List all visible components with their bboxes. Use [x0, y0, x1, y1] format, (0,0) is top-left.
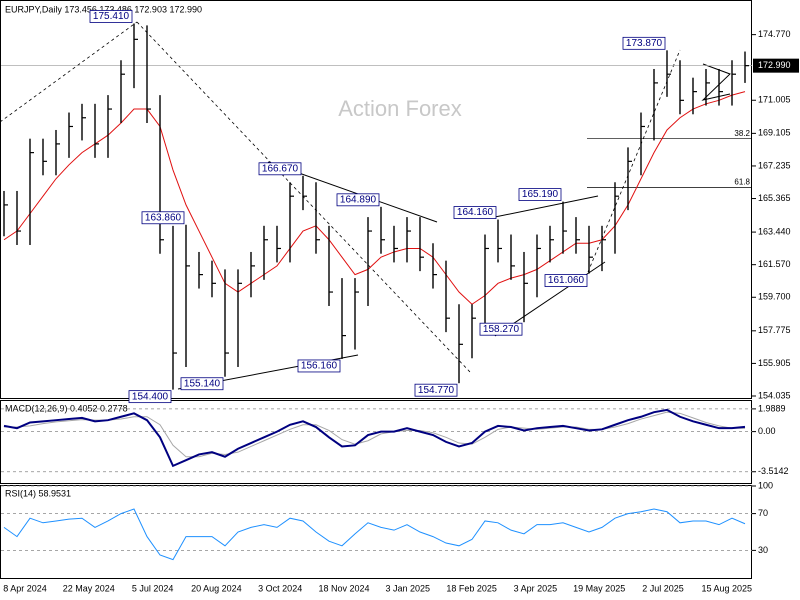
triangle	[701, 63, 731, 101]
indicator-line	[4, 411, 746, 458]
annotation-box	[336, 193, 380, 207]
x-tick-label: 15 Aug 2025	[702, 583, 753, 593]
y-tick-label: 171.005	[758, 95, 791, 105]
annotation-box	[297, 359, 341, 373]
current-price-label: 172.990	[758, 60, 791, 70]
x-tick-label: 3 Oct 2024	[258, 583, 302, 593]
annotation-box	[89, 10, 133, 23]
x-tick-label: 2 Jul 2025	[642, 583, 684, 593]
indicator-line	[3, 408, 746, 468]
annotation-label: 173.870	[626, 38, 663, 49]
y-tick-label: 159.700	[758, 292, 791, 302]
annotation-label: 154.400	[132, 391, 169, 402]
fib-label: 38.2	[734, 129, 750, 138]
annotation-label: 166.670	[262, 163, 299, 174]
watermark: Action Forex	[338, 96, 462, 121]
y-tick-label: 169.105	[758, 128, 791, 138]
rsi-title: RSI(14) 58.9531	[5, 488, 71, 498]
y-tick-label: 167.235	[758, 160, 791, 170]
trendline	[0, 21, 138, 123]
x-tick-label: 20 Aug 2024	[191, 583, 242, 593]
annotation-box	[622, 36, 666, 50]
y-tick-label: 157.775	[758, 325, 791, 335]
annotation-box	[258, 162, 302, 176]
y-tick-label: 161.570	[758, 259, 791, 269]
x-tick-label: 22 May 2024	[63, 583, 115, 593]
y-tick-label: -3.5142	[758, 466, 789, 476]
annotation-label: 165.190	[522, 189, 559, 200]
annotation-label: 154.770	[418, 385, 455, 396]
annotation-box	[141, 211, 185, 225]
annotation-box	[518, 188, 562, 201]
y-tick-label: 100	[758, 480, 773, 490]
x-tick-label: 8 Apr 2024	[3, 583, 47, 593]
trendline	[587, 49, 681, 273]
annotation-box	[544, 274, 588, 287]
y-tick-label: 0.00	[758, 426, 776, 436]
y-tick-label: 1.9889	[758, 403, 786, 413]
annotation-label: 175.410	[93, 11, 130, 22]
y-tick-label: 70	[758, 508, 768, 518]
chart-title: EURJPY,Daily 173.456 173.486 172.903 172…	[5, 4, 202, 14]
x-tick-label: 3 Apr 2025	[514, 583, 558, 593]
macd-panel	[0, 400, 752, 484]
price-panel	[0, 0, 752, 399]
annotation-label: 164.890	[340, 194, 377, 205]
y-tick-label: 154.035	[758, 390, 791, 400]
y-tick-label: 165.365	[758, 193, 791, 203]
moving-average	[3, 91, 746, 305]
indicator-line	[3, 508, 746, 561]
x-tick-label: 5 Jul 2024	[132, 583, 174, 593]
annotation-label: 156.160	[301, 361, 338, 372]
annotation-label: 164.160	[457, 207, 494, 218]
y-tick-label: 30	[758, 545, 768, 555]
x-tick-label: 18 Nov 2024	[318, 583, 369, 593]
annotation-label: 155.140	[184, 378, 221, 389]
annotation-label: 161.060	[548, 275, 585, 286]
annotation-box	[128, 390, 172, 404]
annotation-box	[180, 377, 224, 391]
annotation-box	[414, 383, 458, 397]
annotation-box	[453, 206, 497, 219]
annotation-label: 158.270	[483, 324, 520, 335]
y-tick-label: 155.905	[758, 358, 791, 368]
y-tick-label: 163.440	[758, 226, 791, 236]
annotation-box	[479, 322, 523, 336]
current-price-box	[753, 58, 799, 73]
x-tick-label: 18 Feb 2025	[446, 583, 497, 593]
trendline	[489, 195, 599, 219]
fib-label: 61.8	[734, 178, 750, 187]
x-tick-label: 3 Jan 2025	[386, 583, 431, 593]
x-tick-label: 19 May 2025	[573, 583, 625, 593]
rsi-panel	[0, 485, 752, 579]
y-tick-label: 174.770	[758, 29, 791, 39]
macd-title: MACD(12,26,9) 0.4052 0.2778	[5, 403, 128, 413]
annotation-label: 163.860	[145, 212, 182, 223]
